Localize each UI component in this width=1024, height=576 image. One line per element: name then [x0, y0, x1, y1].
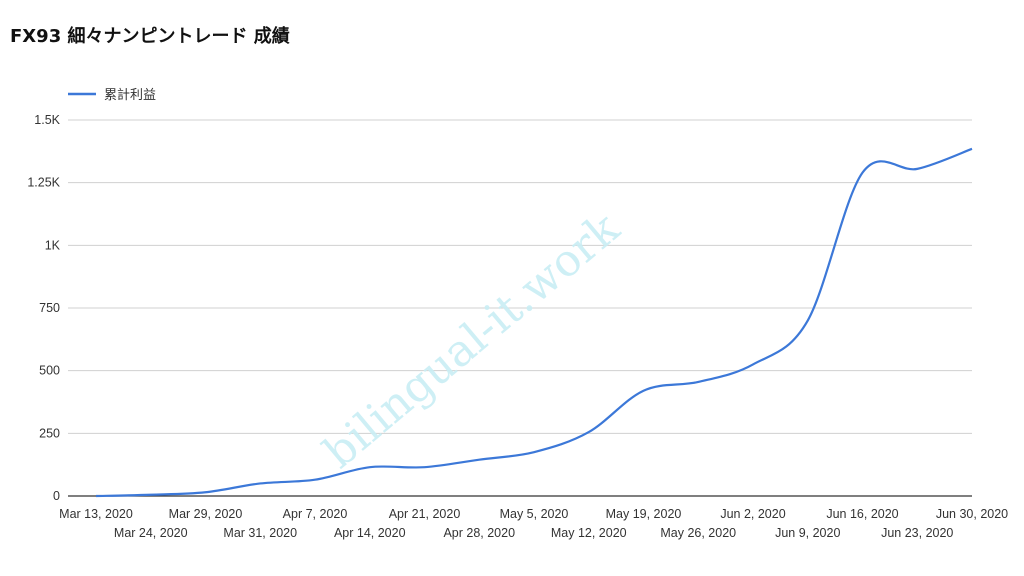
x-tick-label: Mar 29, 2020	[169, 507, 243, 521]
x-tick-label: Mar 31, 2020	[223, 526, 297, 540]
x-tick-label: Jun 9, 2020	[775, 526, 840, 540]
series-group	[95, 147, 973, 498]
watermark: bilingual-it.work	[314, 203, 629, 479]
legend: 累計利益	[68, 87, 156, 103]
y-tick-label: 0	[53, 489, 60, 503]
x-tick-label: Mar 13, 2020	[59, 507, 133, 521]
y-axis-ticks: 0 250 500 750 1K 1.25K 1.5K	[27, 113, 60, 503]
legend-label: 累計利益	[104, 87, 156, 103]
x-tick-label: Jun 2, 2020	[720, 507, 785, 521]
x-tick-label: May 12, 2020	[551, 526, 627, 540]
x-tick-label: Apr 7, 2020	[283, 507, 348, 521]
x-tick-label: May 5, 2020	[500, 507, 569, 521]
x-tick-label: Mar 24, 2020	[114, 526, 188, 540]
watermark-text: bilingual-it.work	[314, 203, 629, 479]
chart-title: FX93 細々ナンピントレード 成績	[10, 26, 290, 47]
x-tick-label: May 19, 2020	[606, 507, 682, 521]
x-tick-label: Apr 14, 2020	[334, 526, 406, 540]
y-tick-label: 1.25K	[27, 176, 60, 190]
y-tick-label: 1K	[45, 238, 61, 252]
series-line	[95, 147, 973, 498]
y-tick-label: 500	[39, 364, 60, 378]
x-tick-label: Jun 16, 2020	[826, 507, 898, 521]
y-tick-label: 750	[39, 301, 60, 315]
y-tick-label: 250	[39, 426, 60, 440]
y-tick-label: 1.5K	[34, 113, 60, 127]
x-tick-label: Apr 21, 2020	[389, 507, 461, 521]
x-tick-label: May 26, 2020	[660, 526, 736, 540]
x-tick-label: Apr 28, 2020	[443, 526, 515, 540]
x-tick-label: Jun 23, 2020	[881, 526, 953, 540]
x-tick-label: Jun 30, 2020	[936, 507, 1008, 521]
x-axis-ticks: Mar 13, 2020 Mar 24, 2020 Mar 29, 2020 Mar …	[59, 507, 1008, 540]
gridlines	[68, 119, 972, 497]
